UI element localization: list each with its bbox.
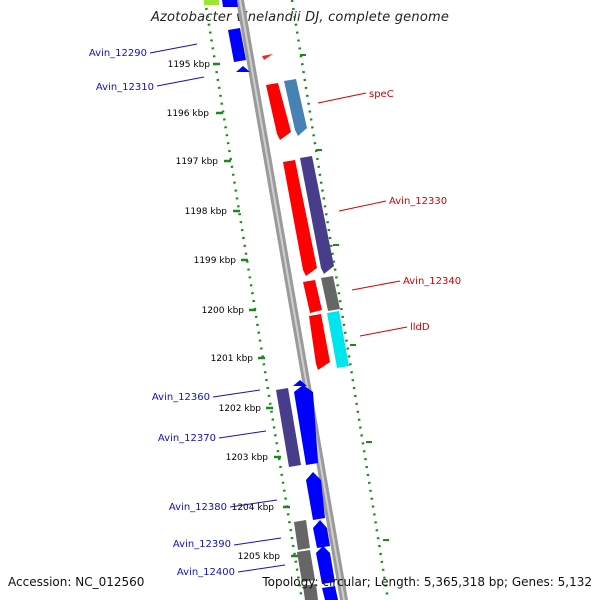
leader-line xyxy=(156,76,205,87)
leader-line xyxy=(149,43,198,54)
leader-line xyxy=(237,564,286,573)
gene-label: Avin_12290 xyxy=(89,48,147,59)
gene-feature xyxy=(284,79,307,136)
gene-feature xyxy=(300,156,334,274)
summary-text: Topology: circular; Length: 5,365,318 bp… xyxy=(262,575,592,589)
gene-feature xyxy=(294,520,310,550)
tick-group: 1195 kbp 1196 kbp 1197 kbp 1198 kbp 1199… xyxy=(167,54,389,562)
gene-feature xyxy=(297,550,315,582)
gene-label: Avin_12360 xyxy=(152,392,210,403)
gene-feature xyxy=(306,472,325,520)
gene-label: Avin_12380 xyxy=(169,502,227,513)
leader-line xyxy=(229,499,278,508)
gene-feature xyxy=(204,0,219,5)
gene-feature xyxy=(322,586,338,600)
gene-label: Avin_12370 xyxy=(158,433,216,444)
gene-feature xyxy=(293,380,307,386)
leader-line xyxy=(351,280,401,291)
gene-label: Avin_12310 xyxy=(96,82,154,93)
gene-feature xyxy=(313,520,330,548)
leader-line xyxy=(359,326,408,337)
gene-feature xyxy=(283,160,317,276)
gene-feature xyxy=(303,584,318,600)
tick-label: 1204 kbp xyxy=(232,503,275,513)
gene-label: lldD xyxy=(410,322,430,333)
leader-line xyxy=(218,430,267,439)
gene-feature xyxy=(303,280,322,313)
gene-feature xyxy=(262,54,273,60)
tick-label: 1201 kbp xyxy=(211,354,254,364)
gene-label: Avin_12390 xyxy=(173,539,231,550)
leader-line xyxy=(317,92,367,104)
leader-line xyxy=(233,537,282,546)
tick-label: 1203 kbp xyxy=(226,453,269,463)
tick-label: 1197 kbp xyxy=(176,157,219,167)
tick-label: 1199 kbp xyxy=(194,256,237,266)
tick-label: 1196 kbp xyxy=(167,109,210,119)
gene-feature xyxy=(327,311,349,368)
gene-feature xyxy=(266,83,291,140)
gene-feature xyxy=(294,385,318,465)
gene-label: speC xyxy=(369,89,394,100)
gene-label: Avin_12400 xyxy=(177,567,235,578)
gene-feature xyxy=(316,546,335,584)
gene-feature xyxy=(222,0,238,7)
backbone-highlight xyxy=(239,0,345,600)
leader-line xyxy=(212,389,261,398)
gene-label: Avin_12330 xyxy=(389,196,447,207)
tick-label: 1200 kbp xyxy=(202,306,245,316)
tick-label: 1202 kbp xyxy=(219,404,262,414)
map-title: Azotobacter vinelandii DJ, complete geno… xyxy=(150,10,450,25)
gene-feature xyxy=(309,314,330,370)
leader-line xyxy=(338,200,387,212)
gene-feature xyxy=(321,276,340,311)
tick-label: 1195 kbp xyxy=(168,60,211,70)
gene-label: Avin_12340 xyxy=(403,276,461,287)
gene-feature xyxy=(236,66,250,72)
tick-label: 1198 kbp xyxy=(185,207,228,217)
gene-feature xyxy=(276,388,301,467)
accession-text: Accession: NC_012560 xyxy=(8,575,145,589)
tick-label: 1205 kbp xyxy=(238,552,281,562)
gene-feature xyxy=(228,28,246,62)
